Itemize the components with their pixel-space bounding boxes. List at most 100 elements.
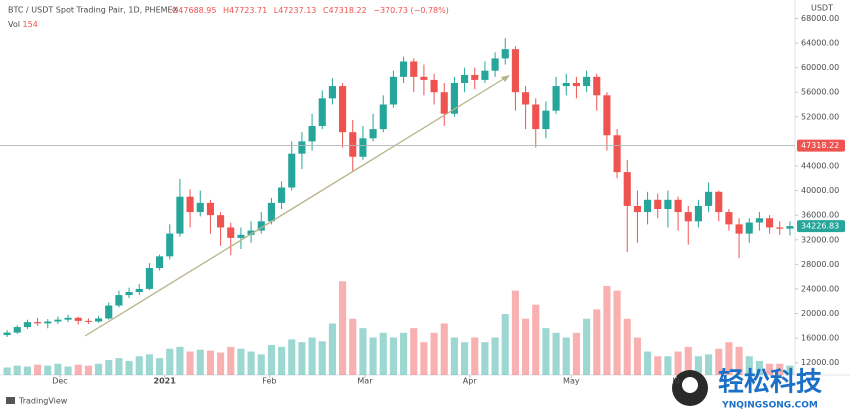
candle-body (562, 82, 570, 87)
volume-bar (786, 365, 794, 375)
y-axis-label: USDT (811, 4, 833, 13)
candle-body (684, 212, 692, 222)
price-tag (797, 139, 845, 152)
volume-bar (186, 351, 194, 375)
candle-body (389, 76, 397, 105)
candle-body (298, 141, 306, 154)
volume-bar (694, 356, 702, 375)
volume-bar (298, 342, 306, 375)
volume-bar (776, 363, 784, 375)
candle-body (166, 233, 174, 257)
volume-bar (369, 337, 377, 375)
volume-bar (349, 318, 357, 375)
candle-body (359, 138, 367, 157)
close: C47318.22 (323, 6, 367, 15)
volume-bar (44, 365, 52, 375)
volume-bar (583, 318, 591, 375)
candle-body (369, 129, 377, 139)
candle-body (471, 75, 479, 80)
volume-bar (166, 348, 174, 375)
volume-bar (400, 332, 408, 375)
candle-body (196, 202, 204, 213)
candle-body (613, 135, 621, 173)
candle-body (522, 92, 530, 105)
x-tick-label: Mar (357, 377, 373, 386)
plot (3, 38, 794, 375)
tv-logo (6, 397, 15, 404)
y-tick-label: 60000.00 (801, 63, 839, 72)
volume-bar (522, 318, 530, 375)
volume-bar (725, 342, 733, 375)
price-tag-label: 47318.22 (801, 141, 839, 150)
volume-bar (684, 346, 692, 375)
x-tick-label: Feb (262, 377, 276, 386)
volume-bar (267, 345, 275, 375)
candle-body (766, 218, 774, 228)
volume-bar (237, 348, 245, 375)
candle-body (674, 199, 682, 213)
volume-bar (135, 356, 143, 375)
volume-bar (156, 358, 164, 375)
volume-label: Vol (8, 20, 20, 29)
volume-bar (206, 350, 214, 375)
volume-bar (318, 341, 326, 375)
candle-body (491, 58, 499, 71)
volume-bar (176, 346, 184, 375)
volume-legend: Vol 154 (8, 20, 38, 29)
volume-bar (257, 354, 265, 375)
y-tick-label: 68000.00 (801, 14, 839, 23)
candle-body (176, 196, 184, 234)
ohlc-header: O47688.95 H47723.71 L47237.13 C47318.22 … (172, 6, 449, 15)
candle-body (644, 199, 652, 213)
volume-bar (501, 314, 509, 375)
volume-bar (95, 363, 103, 375)
volume-bar (542, 328, 550, 375)
volume-bar (450, 337, 458, 375)
volume-bar (3, 367, 11, 375)
y-tick-label: 52000.00 (801, 112, 839, 121)
candle-body (654, 199, 662, 210)
candle-body (288, 153, 296, 188)
volume-bar (552, 332, 560, 375)
candle-body (23, 322, 31, 328)
candle-body (206, 202, 214, 216)
low: L47237.13 (274, 6, 317, 15)
y-tick-label: 24000.00 (801, 284, 839, 293)
volume-bar (23, 366, 31, 375)
watermark-logo-inner (682, 377, 698, 393)
candle-body (267, 202, 275, 222)
y-tick-label: 40000.00 (801, 186, 839, 195)
volume-bar (125, 360, 133, 375)
candle-body (115, 295, 123, 306)
volume-bar (115, 358, 123, 375)
watermark-url: YNQINGSONG.COM (721, 401, 818, 411)
candle-body (542, 110, 550, 130)
y-tick-label: 12000.00 (801, 358, 839, 367)
candle-body (715, 191, 723, 213)
volume-bar (84, 365, 92, 375)
open: O47688.95 (172, 6, 216, 15)
footer-text: TradingView (18, 397, 68, 406)
candle-body (552, 86, 560, 111)
x-tick-label: Dec (52, 377, 67, 386)
trend-arrow (501, 75, 510, 82)
candle-body (217, 215, 225, 228)
candle-body (420, 76, 428, 80)
candle-body (532, 104, 540, 130)
watermark-title: 轻松科技 (718, 368, 822, 398)
volume-bar (430, 332, 438, 375)
candle-body (145, 268, 153, 289)
candle-body (572, 82, 580, 87)
volume-bar (766, 363, 774, 375)
y-tick-label: 20000.00 (801, 309, 839, 318)
candle-body (511, 49, 519, 93)
candle-body (786, 226, 794, 229)
candle-body (84, 320, 92, 322)
volume-bar (644, 351, 652, 375)
x-tick-label: Apr (463, 377, 478, 386)
candle-body (623, 172, 631, 206)
volume-bar (511, 290, 519, 375)
candle-body (745, 222, 753, 234)
candle-body (633, 205, 641, 213)
